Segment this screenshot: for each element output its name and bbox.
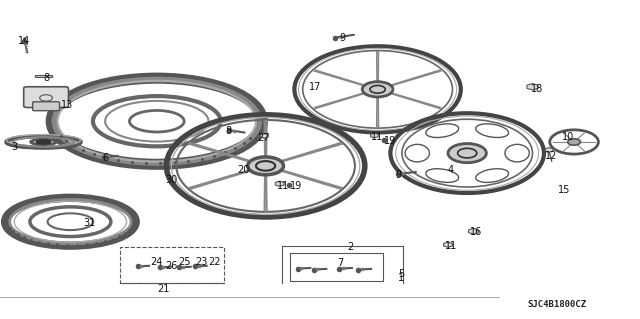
Text: 10: 10 — [562, 131, 574, 142]
Ellipse shape — [426, 169, 459, 182]
Text: 11: 11 — [276, 181, 289, 191]
Text: 11: 11 — [371, 132, 383, 142]
Text: 23: 23 — [195, 257, 207, 267]
Text: 19: 19 — [384, 136, 396, 146]
Text: 15: 15 — [558, 185, 570, 195]
Text: 22: 22 — [208, 257, 221, 267]
Ellipse shape — [505, 144, 529, 162]
Text: 7: 7 — [337, 258, 344, 268]
Text: 20: 20 — [237, 165, 249, 175]
Text: 9: 9 — [396, 170, 402, 180]
Text: 8: 8 — [225, 126, 232, 136]
Ellipse shape — [362, 82, 393, 97]
FancyBboxPatch shape — [24, 87, 68, 108]
Text: 9: 9 — [339, 33, 346, 43]
Ellipse shape — [568, 139, 580, 145]
Text: 6: 6 — [102, 153, 109, 163]
Text: 11: 11 — [445, 241, 457, 251]
Polygon shape — [275, 181, 284, 186]
Text: 31: 31 — [83, 218, 95, 228]
Text: 18: 18 — [531, 84, 543, 94]
Text: 5: 5 — [398, 269, 404, 279]
Text: 12: 12 — [545, 151, 557, 161]
Text: 4: 4 — [448, 165, 454, 175]
Text: 17: 17 — [308, 82, 321, 92]
Text: 13: 13 — [61, 100, 73, 110]
Polygon shape — [260, 134, 268, 138]
Ellipse shape — [405, 144, 429, 162]
Polygon shape — [444, 242, 452, 247]
Text: 14: 14 — [18, 36, 30, 47]
Ellipse shape — [248, 157, 284, 175]
Ellipse shape — [448, 144, 486, 163]
Polygon shape — [545, 148, 553, 152]
Text: 19: 19 — [290, 181, 302, 191]
Text: 21: 21 — [157, 284, 170, 294]
Text: 25: 25 — [178, 257, 191, 267]
Text: 2: 2 — [347, 242, 353, 252]
Ellipse shape — [426, 124, 459, 137]
Text: 1: 1 — [398, 272, 404, 283]
Ellipse shape — [476, 169, 509, 182]
Polygon shape — [468, 228, 479, 234]
Text: 26: 26 — [165, 261, 177, 271]
Polygon shape — [35, 75, 52, 77]
Text: 27: 27 — [257, 133, 270, 143]
Bar — [290, 253, 383, 281]
Polygon shape — [527, 84, 538, 90]
Bar — [120, 247, 224, 283]
Text: 3: 3 — [12, 142, 18, 152]
Ellipse shape — [37, 141, 50, 143]
Text: SJC4B1800CZ: SJC4B1800CZ — [527, 300, 586, 309]
Ellipse shape — [476, 124, 509, 137]
Text: 24: 24 — [150, 257, 163, 267]
FancyBboxPatch shape — [33, 102, 60, 111]
Text: 30: 30 — [165, 175, 177, 185]
Text: 16: 16 — [470, 227, 483, 237]
Polygon shape — [371, 133, 378, 138]
Text: 8: 8 — [44, 73, 50, 83]
